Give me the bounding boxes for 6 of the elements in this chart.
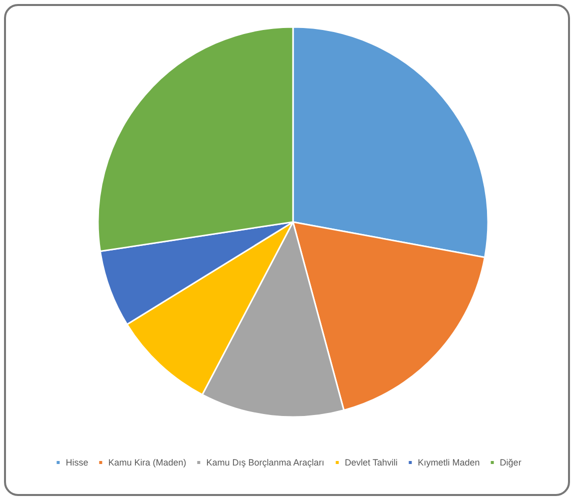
legend-label: Devlet Tahvili [344,458,398,468]
legend-label: Diğer [500,458,522,468]
legend-label: Kamu Kira (Maden) [108,458,186,468]
legend-label: Hisse [66,458,88,468]
legend-label: Kıymetli Maden [418,458,480,468]
legend-label: Kamu Dış Borçlanma Araçları [206,458,324,468]
